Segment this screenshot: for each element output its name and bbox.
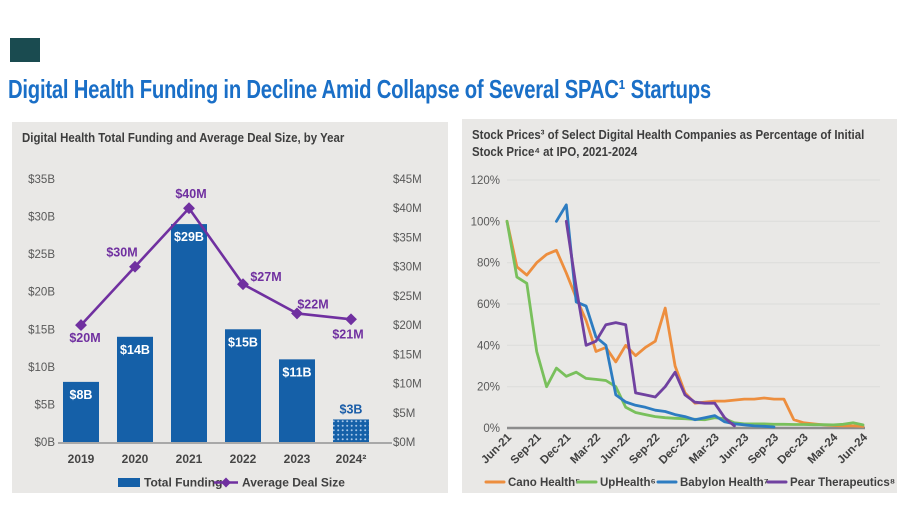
bar-value-label: $3B <box>340 402 363 416</box>
stock-chart-title-line2: Stock Price⁴ at IPO, 2021-2024 <box>472 144 638 159</box>
page-title: Digital Health Funding in Decline Amid C… <box>8 74 711 104</box>
right-axis-tick: $30M <box>393 262 422 274</box>
legend-label: Pear Therapeutics⁸ <box>790 477 895 489</box>
bar-value-label: $15B <box>228 335 258 349</box>
stock-chart-panel: Stock Prices³ of Select Digital Health C… <box>462 119 897 493</box>
x-axis-year-label: 2023 <box>284 452 311 466</box>
line-value-label: $21M <box>332 327 363 341</box>
legend-diamond-icon <box>221 477 231 488</box>
bar-2019 <box>63 381 99 442</box>
legend-label: Cano Health⁵ <box>508 477 581 489</box>
series-line-uphealth- <box>505 219 865 427</box>
right-axis-tick: $40M <box>393 203 422 215</box>
right-axis-tick: $10M <box>393 379 422 391</box>
right-axis-tick: $15M <box>393 349 422 361</box>
x-axis-tick-label: Dec-22 <box>657 432 692 467</box>
left-axis-tick: $20B <box>28 287 55 299</box>
x-axis-year-label: 2021 <box>176 452 203 466</box>
stock-chart-title-line1: Stock Prices³ of Select Digital Health C… <box>472 127 865 142</box>
diamond-marker <box>129 260 141 273</box>
diamond-marker <box>345 313 357 326</box>
left-axis-tick: $0B <box>35 437 56 449</box>
x-axis-year-label: 2022 <box>230 452 257 466</box>
x-axis-tick-label: Jun-22 <box>598 432 633 467</box>
x-axis-tick-label: Sep-23 <box>746 432 781 467</box>
bar-2024² <box>333 419 369 442</box>
series-line-babylon-health- <box>555 203 776 429</box>
logo-block <box>10 38 40 62</box>
x-axis-tick-label: Jun-21 <box>479 431 514 466</box>
legend-label: UpHealth⁶ <box>600 477 656 489</box>
legend-label-average-deal-size: Average Deal Size <box>242 476 345 490</box>
left-axis-tick: $15B <box>28 324 55 336</box>
legend-swatch-total-funding <box>118 478 140 487</box>
y-axis-tick: 40% <box>477 340 500 352</box>
right-axis-tick: $25M <box>393 291 422 303</box>
bar-value-label: $11B <box>282 365 311 379</box>
series-line-pear-therapeutics- <box>564 219 736 428</box>
y-axis-tick: 60% <box>477 299 500 311</box>
bar-2020 <box>117 336 153 442</box>
right-axis-tick: $0M <box>393 437 415 449</box>
x-axis-tick-label: Mar-23 <box>687 432 722 467</box>
stock-price-line-chart: 120% 100% 80% 60% 40% 20% 0%Jun-21Sep-21Dec-21… <box>471 175 896 489</box>
line-value-label: $27M <box>250 270 281 284</box>
line-value-label: $22M <box>297 297 328 311</box>
y-axis-tick: 80% <box>477 258 500 270</box>
line-value-label: $40M <box>175 187 206 201</box>
y-axis-tick: 20% <box>477 382 500 394</box>
y-axis-tick: 120% <box>471 175 500 187</box>
right-axis-tick: $35M <box>393 232 422 244</box>
funding-chart-title: Digital Health Total Funding and Average… <box>22 130 345 145</box>
average-deal-size-line <box>80 206 352 326</box>
left-axis-tick: $5B <box>35 399 56 411</box>
left-axis-tick: $10B <box>28 362 55 374</box>
bar-value-label: $14B <box>120 343 150 357</box>
funding-bar-line-chart: $35B $30B $25B $20B $15B $10B $5B $0B $45M $40M $3… <box>28 174 422 490</box>
x-axis-tick-label: Jun-23 <box>717 432 752 467</box>
bar-2022 <box>225 329 261 442</box>
x-axis-tick-label: Mar-24 <box>806 431 841 466</box>
x-axis-year-label: 2024² <box>336 452 367 466</box>
funding-chart-panel: Digital Health Total Funding and Average… <box>12 122 448 493</box>
y-axis-tick: 0% <box>483 423 500 435</box>
diamond-marker <box>237 278 249 291</box>
legend-label: Babylon Health⁷ <box>680 477 769 489</box>
bar-value-label: $8B <box>70 388 93 402</box>
legend-label-total-funding: Total Funding <box>144 476 222 490</box>
left-axis-tick: $25B <box>28 249 55 261</box>
y-axis-tick: 100% <box>471 216 500 228</box>
bar-2021 <box>171 224 207 442</box>
left-axis-tick: $35B <box>28 174 55 186</box>
line-value-label: $30M <box>106 246 137 260</box>
x-axis-tick-label: Sep-21 <box>509 431 545 467</box>
right-axis-tick: $20M <box>393 320 422 332</box>
x-axis-tick-label: Dec-23 <box>776 432 811 467</box>
stock-chart-title: Stock Prices³ of Select Digital Health C… <box>472 126 877 160</box>
x-axis-tick-label: Jun-24 <box>835 431 870 466</box>
x-axis-tick-label: Mar-22 <box>568 432 603 467</box>
x-axis-year-label: 2020 <box>122 452 149 466</box>
left-axis-tick: $30B <box>28 212 55 224</box>
right-axis-tick: $45M <box>393 174 422 186</box>
right-axis-tick: $5M <box>393 408 415 420</box>
x-axis-tick-label: Sep-22 <box>627 432 662 467</box>
bar-2023 <box>279 359 315 442</box>
x-axis-year-label: 2019 <box>68 452 95 466</box>
x-axis-tick-label: Dec-21 <box>538 431 574 467</box>
line-value-label: $20M <box>69 331 100 345</box>
bar-value-label: $29B <box>174 230 204 244</box>
